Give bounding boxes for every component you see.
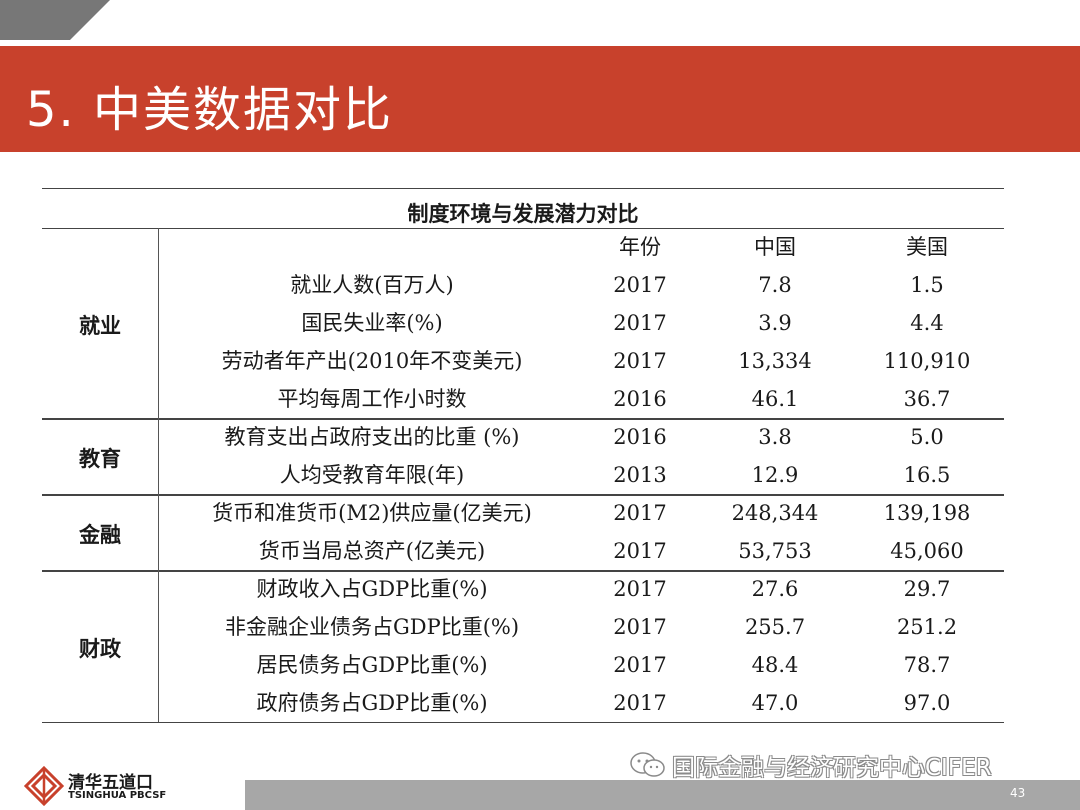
row-usa-value: 110,910	[883, 349, 971, 373]
row-usa-value: 45,060	[890, 539, 964, 563]
slide-title: 5. 中美数据对比	[26, 82, 394, 138]
row-usa-value: 251.2	[896, 615, 958, 639]
caption-rule	[42, 228, 1004, 229]
row-usa-value: 97.0	[903, 691, 951, 715]
table-top-rule	[42, 188, 1004, 189]
row-china-value: 27.6	[751, 577, 799, 601]
title-bar	[0, 46, 1080, 152]
row-year: 2017	[613, 539, 667, 563]
row-usa-value: 139,198	[883, 501, 971, 525]
row-indicator: 居民债务占GDP比重(%)	[256, 653, 488, 677]
row-indicator: 人均受教育年限(年)	[279, 463, 465, 487]
row-china-value: 248,344	[731, 501, 819, 525]
watermark-text: 国际金融与经济研究中心CIFER	[672, 755, 992, 781]
row-year: 2017	[613, 577, 667, 601]
row-year: 2017	[613, 615, 667, 639]
category-divider	[158, 494, 159, 570]
top-decoration	[0, 0, 110, 40]
wechat-icon	[630, 752, 665, 777]
category-divider	[158, 570, 159, 722]
row-indicator: 货币和准货币(M2)供应量(亿美元)	[212, 501, 532, 525]
category-divider	[158, 228, 159, 418]
row-china-value: 7.8	[758, 273, 792, 297]
category-label: 金融	[79, 523, 121, 547]
group-rule	[42, 722, 1004, 723]
page-number: 43	[1010, 786, 1026, 800]
row-usa-value: 4.4	[910, 311, 944, 335]
row-indicator: 就业人数(百万人)	[290, 273, 454, 297]
row-indicator: 货币当局总资产(亿美元)	[258, 539, 486, 563]
row-indicator: 政府债务占GDP比重(%)	[256, 691, 488, 715]
row-year: 2017	[613, 501, 667, 525]
row-year: 2016	[613, 425, 667, 449]
row-china-value: 3.8	[758, 425, 792, 449]
row-usa-value: 1.5	[910, 273, 944, 297]
table-caption: 制度环境与发展潜力对比	[407, 202, 639, 226]
row-china-value: 3.9	[758, 311, 792, 335]
row-china-value: 46.1	[751, 387, 799, 411]
header-china: 中国	[754, 235, 796, 259]
header-year: 年份	[619, 235, 661, 259]
row-year: 2017	[613, 273, 667, 297]
row-china-value: 255.7	[744, 615, 806, 639]
row-indicator: 非金融企业债务占GDP比重(%)	[224, 615, 520, 639]
row-china-value: 13,334	[738, 349, 812, 373]
row-year: 2017	[613, 311, 667, 335]
group-rule	[42, 418, 1004, 420]
category-label: 就业	[79, 314, 121, 338]
logo-text-en: TSINGHUA PBCSF	[68, 790, 167, 801]
row-year: 2017	[613, 653, 667, 677]
row-china-value: 53,753	[738, 539, 812, 563]
row-indicator: 劳动者年产出(2010年不变美元)	[221, 349, 523, 373]
tsinghua-pbcsf-logo-icon	[24, 766, 64, 806]
row-usa-value: 78.7	[903, 653, 951, 677]
row-usa-value: 16.5	[903, 463, 951, 487]
footer-logo-area	[0, 768, 245, 810]
row-indicator: 平均每周工作小时数	[277, 387, 467, 411]
row-year: 2016	[613, 387, 667, 411]
row-usa-value: 5.0	[910, 425, 944, 449]
category-label: 财政	[79, 637, 121, 661]
row-china-value: 12.9	[751, 463, 799, 487]
group-rule	[42, 570, 1004, 572]
row-indicator: 教育支出占政府支出的比重 (%)	[224, 425, 520, 449]
group-rule	[42, 494, 1004, 496]
row-china-value: 47.0	[751, 691, 799, 715]
row-china-value: 48.4	[751, 653, 799, 677]
category-label: 教育	[79, 447, 121, 471]
row-indicator: 财政收入占GDP比重(%)	[256, 577, 488, 601]
category-divider	[158, 418, 159, 494]
header-usa: 美国	[906, 235, 948, 259]
row-usa-value: 36.7	[903, 387, 951, 411]
logo-text-cn: 清华五道口	[68, 773, 153, 793]
row-year: 2017	[613, 691, 667, 715]
row-indicator: 国民失业率(%)	[301, 311, 443, 335]
row-usa-value: 29.7	[903, 577, 951, 601]
row-year: 2017	[613, 349, 667, 373]
row-year: 2013	[613, 463, 667, 487]
